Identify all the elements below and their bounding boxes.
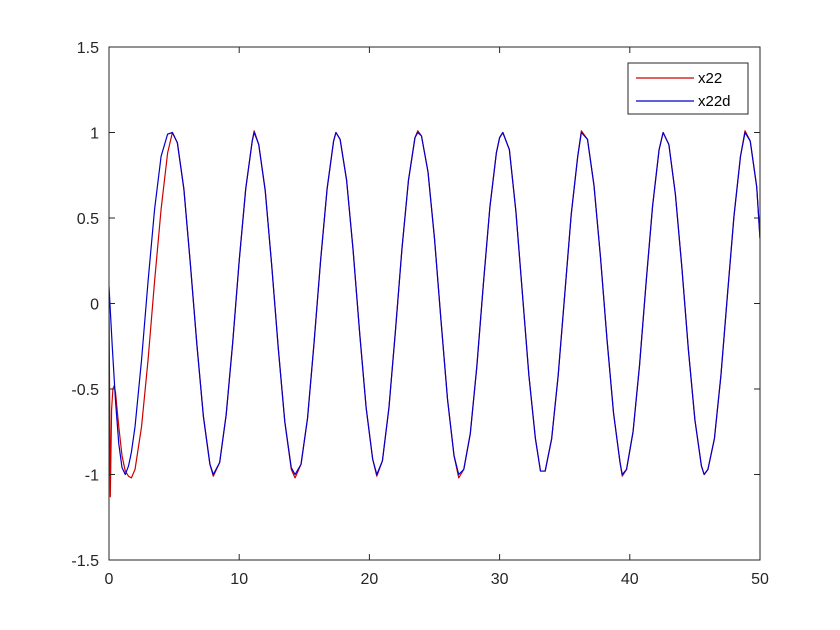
- x-tick-label: 0: [105, 571, 114, 588]
- axes-background: [109, 47, 760, 560]
- legend-box: [627, 62, 749, 115]
- y-tick-label: 0: [90, 297, 99, 314]
- legend-label-x22d: x22d: [698, 93, 731, 110]
- y-tick-label: 0.5: [77, 211, 99, 228]
- series-line-x22d: [109, 131, 760, 476]
- y-tick-label: 1.5: [77, 40, 99, 57]
- legend[interactable]: x22 x22d: [627, 62, 749, 115]
- x-axis: 0 10 20 30 40 50: [105, 47, 769, 588]
- x-tick-label: 40: [621, 571, 639, 588]
- x-tick-label: 30: [491, 571, 509, 588]
- y-tick-label: -1: [85, 468, 99, 485]
- legend-label-x22: x22: [698, 70, 722, 87]
- series-layer: [109, 130, 760, 498]
- y-tick-label: -1.5: [71, 553, 99, 570]
- y-axis: -1.5 -1 -0.5 0 0.5 1 1.5: [71, 40, 760, 570]
- plot-area: [109, 47, 760, 560]
- x-tick-label: 10: [230, 571, 248, 588]
- x-tick-label: 20: [361, 571, 379, 588]
- y-tick-label: -0.5: [71, 382, 99, 399]
- x-tick-label: 50: [751, 571, 769, 588]
- y-tick-label: 1: [90, 126, 99, 143]
